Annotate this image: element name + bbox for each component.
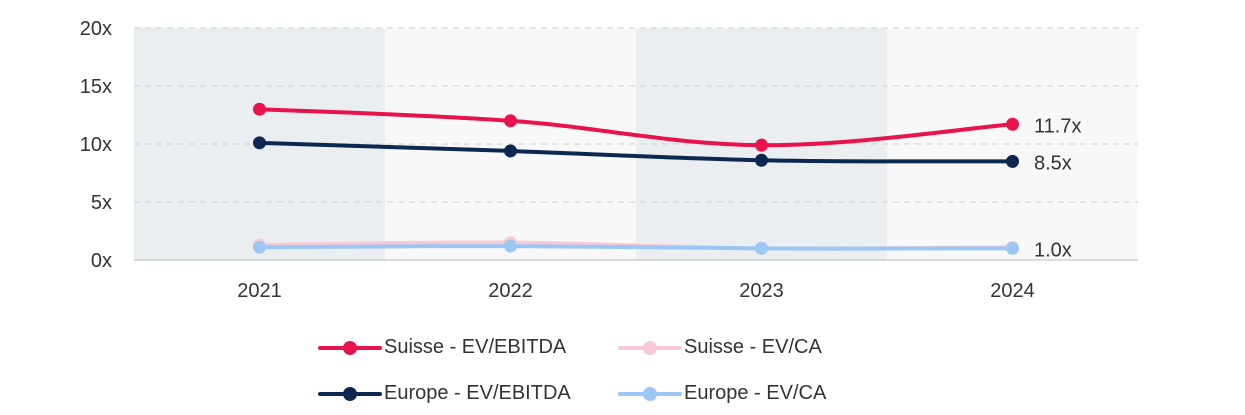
legend-item-europe-ev-ca[interactable]: Europe - EV/CA [618, 378, 826, 408]
series-points [253, 102, 1019, 255]
series-line [257, 107, 1015, 148]
legend-swatch [318, 378, 382, 408]
y-tick-label: 10x [80, 134, 112, 156]
legend-item-suisse-ev-ebitda[interactable]: Suisse - EV/EBITDA [318, 332, 566, 362]
series-lines [257, 107, 1015, 251]
data-point[interactable] [1006, 154, 1019, 168]
y-tick-label: 15x [80, 76, 112, 98]
data-point[interactable] [253, 136, 266, 150]
legend-swatch [618, 332, 682, 362]
y-tick-label: 0x [91, 250, 112, 272]
series-line [257, 244, 1015, 251]
legend-item-suisse-ev-ca[interactable]: Suisse - EV/CA [618, 332, 822, 362]
end-value-label: 1.0x [1034, 239, 1072, 261]
y-axis-ticks: 0x 5x 10x 15x 20x [80, 18, 112, 272]
legend-label: Europe - EV/CA [684, 381, 827, 404]
legend-swatch [318, 332, 382, 362]
legend-label: Europe - EV/EBITDA [384, 381, 571, 404]
data-point[interactable] [253, 240, 266, 254]
data-point[interactable] [504, 114, 517, 128]
legend-label: Suisse - EV/CA [684, 335, 822, 358]
data-point[interactable] [755, 241, 768, 255]
column-band [887, 28, 1138, 260]
data-point[interactable] [1006, 117, 1019, 131]
x-axis-ticks: 2021 2022 2023 2024 [237, 280, 1035, 302]
data-point[interactable] [253, 102, 266, 116]
legend-swatch [618, 378, 682, 408]
legend-item-europe-ev-ebitda[interactable]: Europe - EV/EBITDA [318, 378, 571, 408]
legend-marker [643, 387, 657, 401]
legend-label: Suisse - EV/EBITDA [384, 335, 567, 358]
legend-marker [343, 341, 357, 355]
y-tick-label: 20x [80, 18, 112, 40]
end-value-label: 11.7x [1034, 115, 1081, 137]
legend-marker [343, 387, 357, 401]
data-point[interactable] [755, 153, 768, 167]
end-value-label: 8.5x [1034, 152, 1072, 174]
x-tick-label: 2021 [237, 280, 282, 302]
data-point[interactable] [755, 138, 768, 152]
x-tick-label: 2024 [990, 280, 1035, 302]
data-point[interactable] [504, 239, 517, 253]
data-point[interactable] [504, 144, 517, 158]
series-line [257, 140, 1015, 164]
x-tick-label: 2023 [739, 280, 784, 302]
legend-marker [643, 341, 657, 355]
y-tick-label: 5x [91, 192, 112, 214]
data-point[interactable] [1006, 241, 1019, 255]
end-labels: 1.0x 8.5x 11.7x [1034, 115, 1081, 261]
x-tick-label: 2022 [488, 280, 533, 302]
